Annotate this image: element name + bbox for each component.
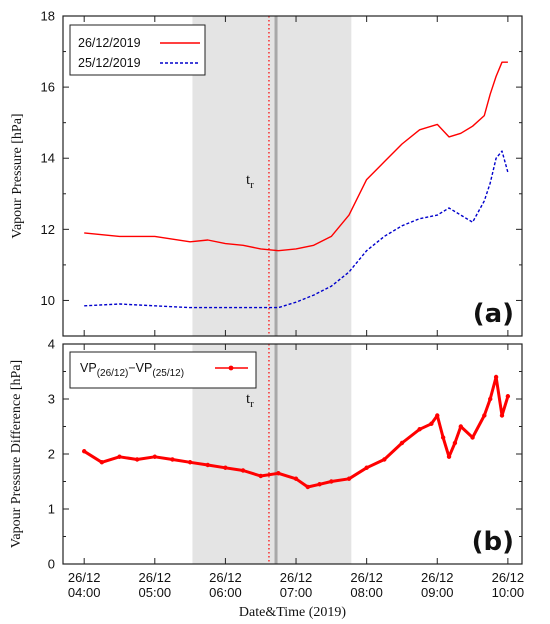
data-point — [305, 484, 310, 490]
data-point — [205, 462, 210, 468]
panel-b: tr 0 1 2 3 4 Vapour Pressure Difference [hPa] (… — [9, 337, 524, 621]
data-point — [382, 457, 387, 462]
data-point — [317, 482, 322, 487]
y-tick-label: 3 — [48, 392, 55, 407]
x-axis-title: Date&Time (2019) — [239, 605, 347, 620]
y-tick-label: 2 — [48, 447, 55, 462]
data-point — [346, 476, 352, 481]
series-line-vp-25-12 — [84, 150, 509, 309]
x-tick-label-date: 26/12 — [421, 570, 454, 585]
x-tick-label-time: 04:00 — [68, 585, 101, 600]
legend-box — [69, 24, 206, 76]
y-tick-label: 10 — [41, 293, 55, 308]
data-point — [81, 449, 87, 454]
data-point — [258, 473, 263, 479]
data-point — [482, 413, 487, 418]
legend-swatch-point — [228, 365, 234, 371]
data-point — [458, 424, 463, 429]
y-tick-label: 1 — [48, 502, 55, 517]
x-tick-label-date: 26/12 — [139, 570, 172, 585]
data-point — [187, 460, 193, 465]
x-tick-label-time: 09:00 — [421, 585, 454, 600]
data-point — [134, 457, 140, 462]
legend-label: VP(26/12)−VP(25/12) — [80, 361, 184, 379]
tr-label: tr — [246, 391, 254, 410]
data-point — [329, 479, 334, 484]
y-tick-label: 18 — [41, 9, 55, 24]
x-tick-label-date: 26/12 — [68, 570, 101, 585]
x-tick-label-time: 08:00 — [350, 585, 383, 600]
data-point — [276, 471, 281, 476]
data-point — [429, 421, 434, 426]
data-point — [417, 427, 422, 432]
shaded-region — [192, 16, 352, 336]
legend-label: 25/12/2019 — [78, 56, 141, 70]
series-line-vp-26-12 — [84, 61, 508, 252]
data-point — [452, 440, 458, 446]
x-tick-label-time: 07:00 — [280, 585, 313, 600]
data-point — [446, 454, 452, 459]
data-point — [117, 454, 122, 459]
panel-a: tr 10 12 14 16 18 Vapour Pressure [hPa] (a) 26/1… — [10, 9, 523, 337]
plot-frame — [62, 15, 523, 337]
y-tick-label: 4 — [48, 337, 55, 352]
x-tick-label-date: 26/12 — [492, 570, 525, 585]
y-axis-title: Vapour Pressure Difference [hPa] — [9, 360, 24, 548]
panel-label: (b) — [472, 527, 514, 557]
data-point — [152, 454, 157, 459]
x-tick-label-date: 26/12 — [209, 570, 242, 585]
x-tick-label-time: 06:00 — [209, 585, 242, 600]
data-point — [505, 394, 511, 399]
y-tick-label: 0 — [48, 557, 55, 572]
y-axis-title: Vapour Pressure [hPa] — [10, 113, 25, 238]
x-tick-label-date: 26/12 — [280, 570, 313, 585]
legend-label: 26/12/2019 — [78, 36, 141, 50]
data-point — [293, 476, 299, 481]
y-tick-label: 14 — [41, 151, 55, 166]
data-point — [493, 374, 499, 380]
data-point — [488, 396, 493, 402]
panel-label: (a) — [473, 299, 514, 329]
data-point — [440, 435, 446, 440]
data-point — [470, 435, 475, 440]
x-tick-label-time: 10:00 — [492, 585, 525, 600]
tr-label: tr — [246, 172, 254, 191]
y-tick-label: 12 — [41, 222, 55, 237]
x-tick-label-date: 26/12 — [350, 570, 383, 585]
data-point — [170, 457, 175, 462]
legend-box — [69, 351, 257, 389]
data-point — [99, 460, 105, 465]
data-point — [499, 413, 505, 418]
data-point — [435, 413, 440, 418]
x-tick-label-time: 05:00 — [139, 585, 172, 600]
data-point — [399, 440, 405, 446]
data-point — [223, 465, 228, 470]
data-point — [364, 465, 369, 470]
y-tick-label: 16 — [41, 80, 55, 95]
data-point — [240, 468, 246, 473]
